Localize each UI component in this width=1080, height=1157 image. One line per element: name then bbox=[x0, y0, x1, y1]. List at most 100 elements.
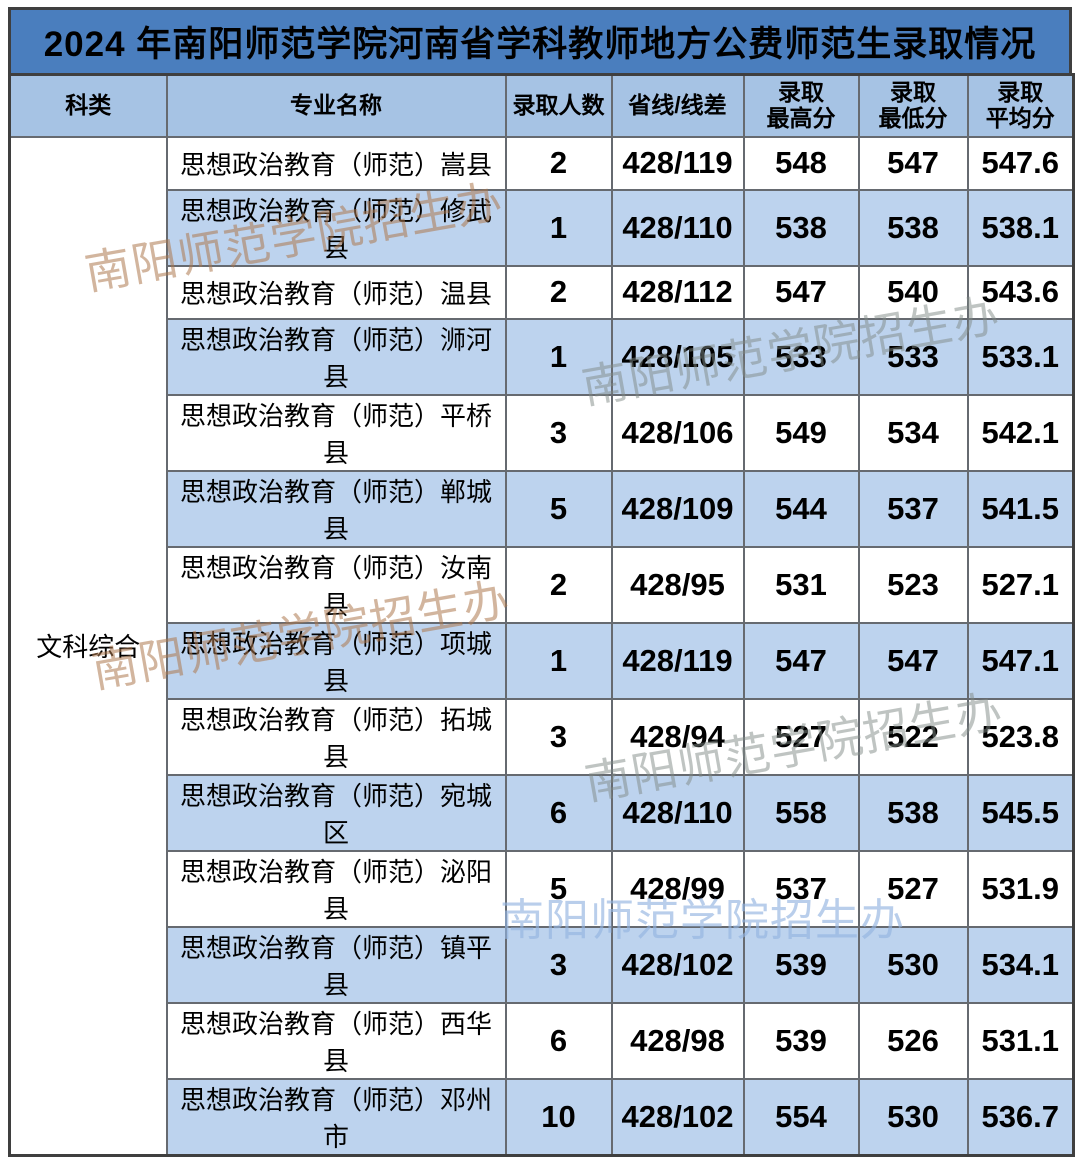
cell-min-score: 527 bbox=[857, 849, 969, 928]
admissions-table: 科类 专业名称 录取人数 省线/线差 录取 最高分 录取 最低分 录取 平均分 … bbox=[8, 73, 1075, 1157]
cell-avg-score: 523.8 bbox=[966, 697, 1075, 776]
cell-avg-score: 545.5 bbox=[966, 773, 1075, 852]
cell-major: 思想政治教育（师范）平桥县 bbox=[165, 393, 507, 472]
cell-min-score: 522 bbox=[857, 697, 969, 776]
cell-min-score: 526 bbox=[857, 1001, 969, 1080]
cell-avg-score: 536.7 bbox=[966, 1077, 1075, 1156]
cell-avg-score: 538.1 bbox=[966, 188, 1075, 267]
cell-avg-score: 534.1 bbox=[966, 925, 1075, 1004]
cell-count: 5 bbox=[504, 849, 613, 928]
cell-min-score: 537 bbox=[857, 469, 969, 548]
cell-min-score: 530 bbox=[857, 925, 969, 1004]
col-header-line-diff: 省线/线差 bbox=[610, 73, 745, 138]
cell-count: 1 bbox=[504, 621, 613, 700]
table-row: 思想政治教育（师范）修武县 1 428/110 538 538 538.1 bbox=[9, 188, 1075, 267]
cell-line-diff: 428/102 bbox=[610, 925, 745, 1004]
cell-max-score: 544 bbox=[742, 469, 860, 548]
table-row: 思想政治教育（师范）平桥县 3 428/106 549 534 542.1 bbox=[9, 393, 1075, 472]
cell-min-score: 538 bbox=[857, 773, 969, 852]
col-header-category: 科类 bbox=[8, 73, 168, 138]
cell-major: 思想政治教育（师范）西华县 bbox=[165, 1001, 507, 1080]
cell-count: 3 bbox=[504, 925, 613, 1004]
cell-line-diff: 428/119 bbox=[610, 135, 745, 191]
cell-major: 思想政治教育（师范）郸城县 bbox=[165, 469, 507, 548]
table-body: 文科综合 思想政治教育（师范）嵩县 2 428/119 548 547 547.… bbox=[8, 135, 1075, 1156]
cell-count: 2 bbox=[504, 135, 613, 191]
cell-major: 思想政治教育（师范）项城县 bbox=[165, 621, 507, 700]
cell-min-score: 534 bbox=[857, 393, 969, 472]
cell-min-score: 540 bbox=[857, 264, 969, 320]
cell-avg-score: 541.5 bbox=[966, 469, 1075, 548]
cell-major: 思想政治教育（师范）温县 bbox=[165, 264, 507, 320]
col-header-max-score: 录取 最高分 bbox=[742, 73, 860, 138]
cell-major: 思想政治教育（师范）邓州市 bbox=[165, 1077, 507, 1156]
cell-line-diff: 428/98 bbox=[610, 1001, 745, 1080]
cell-major: 思想政治教育（师范）修武县 bbox=[165, 188, 507, 267]
cell-count: 1 bbox=[504, 188, 613, 267]
cell-min-score: 547 bbox=[857, 135, 969, 191]
cell-min-score: 538 bbox=[857, 188, 969, 267]
cell-min-score: 530 bbox=[857, 1077, 969, 1156]
cell-avg-score: 531.9 bbox=[966, 849, 1075, 928]
col-header-major: 专业名称 bbox=[165, 73, 507, 138]
cell-max-score: 531 bbox=[742, 545, 860, 624]
cell-avg-score: 533.1 bbox=[966, 317, 1075, 396]
cell-max-score: 527 bbox=[742, 697, 860, 776]
cell-max-score: 533 bbox=[742, 317, 860, 396]
header-row: 科类 专业名称 录取人数 省线/线差 录取 最高分 录取 最低分 录取 平均分 bbox=[8, 73, 1075, 138]
cell-max-score: 537 bbox=[742, 849, 860, 928]
cell-count: 2 bbox=[504, 545, 613, 624]
cell-line-diff: 428/109 bbox=[610, 469, 745, 548]
cell-avg-score: 527.1 bbox=[966, 545, 1075, 624]
table-row: 思想政治教育（师范）镇平县 3 428/102 539 530 534.1 bbox=[9, 925, 1075, 1004]
cell-max-score: 547 bbox=[742, 621, 860, 700]
col-header-min-score: 录取 最低分 bbox=[857, 73, 969, 138]
cell-max-score: 549 bbox=[742, 393, 860, 472]
cell-count: 6 bbox=[504, 773, 613, 852]
cell-major: 思想政治教育（师范）泌阳县 bbox=[165, 849, 507, 928]
cell-min-score: 523 bbox=[857, 545, 969, 624]
cell-count: 10 bbox=[504, 1077, 613, 1156]
cell-line-diff: 428/94 bbox=[610, 697, 745, 776]
cell-avg-score: 531.1 bbox=[966, 1001, 1075, 1080]
table-row: 思想政治教育（师范）西华县 6 428/98 539 526 531.1 bbox=[9, 1001, 1075, 1080]
table-row: 思想政治教育（师范）浉河县 1 428/105 533 533 533.1 bbox=[9, 317, 1075, 396]
cell-count: 5 bbox=[504, 469, 613, 548]
cell-line-diff: 428/112 bbox=[610, 264, 745, 320]
category-cell: 文科综合 bbox=[8, 135, 168, 1156]
table-row: 思想政治教育（师范）温县 2 428/112 547 540 543.6 bbox=[9, 264, 1075, 320]
cell-line-diff: 428/110 bbox=[610, 188, 745, 267]
cell-count: 3 bbox=[504, 393, 613, 472]
col-header-avg-score: 录取 平均分 bbox=[966, 73, 1075, 138]
table-row: 思想政治教育（师范）宛城区 6 428/110 558 538 545.5 bbox=[9, 773, 1075, 852]
cell-count: 6 bbox=[504, 1001, 613, 1080]
cell-max-score: 558 bbox=[742, 773, 860, 852]
cell-line-diff: 428/105 bbox=[610, 317, 745, 396]
cell-max-score: 538 bbox=[742, 188, 860, 267]
table-row: 思想政治教育（师范）郸城县 5 428/109 544 537 541.5 bbox=[9, 469, 1075, 548]
cell-line-diff: 428/119 bbox=[610, 621, 745, 700]
cell-min-score: 533 bbox=[857, 317, 969, 396]
cell-avg-score: 543.6 bbox=[966, 264, 1075, 320]
cell-line-diff: 428/110 bbox=[610, 773, 745, 852]
cell-avg-score: 542.1 bbox=[966, 393, 1075, 472]
cell-count: 2 bbox=[504, 264, 613, 320]
cell-major: 思想政治教育（师范）宛城区 bbox=[165, 773, 507, 852]
cell-max-score: 547 bbox=[742, 264, 860, 320]
page-title: 2024 年南阳师范学院河南省学科教师地方公费师范生录取情况 bbox=[8, 7, 1072, 73]
table-row: 文科综合 思想政治教育（师范）嵩县 2 428/119 548 547 547.… bbox=[8, 135, 1075, 1156]
cell-major: 思想政治教育（师范）拓城县 bbox=[165, 697, 507, 776]
table-row: 思想政治教育（师范）泌阳县 5 428/99 537 527 531.9 bbox=[9, 849, 1075, 928]
cell-line-diff: 428/99 bbox=[610, 849, 745, 928]
cell-line-diff: 428/102 bbox=[610, 1077, 745, 1156]
cell-max-score: 539 bbox=[742, 925, 860, 1004]
cell-major: 思想政治教育（师范）浉河县 bbox=[165, 317, 507, 396]
spreadsheet: 2024 年南阳师范学院河南省学科教师地方公费师范生录取情况 科类 专业名称 录… bbox=[8, 7, 1075, 1157]
cell-major: 思想政治教育（师范）汝南县 bbox=[165, 545, 507, 624]
cell-major: 思想政治教育（师范）镇平县 bbox=[165, 925, 507, 1004]
cell-count: 3 bbox=[504, 697, 613, 776]
cell-count: 1 bbox=[504, 317, 613, 396]
cell-avg-score: 547.6 bbox=[966, 135, 1075, 191]
cell-min-score: 547 bbox=[857, 621, 969, 700]
col-header-count: 录取人数 bbox=[504, 73, 613, 138]
